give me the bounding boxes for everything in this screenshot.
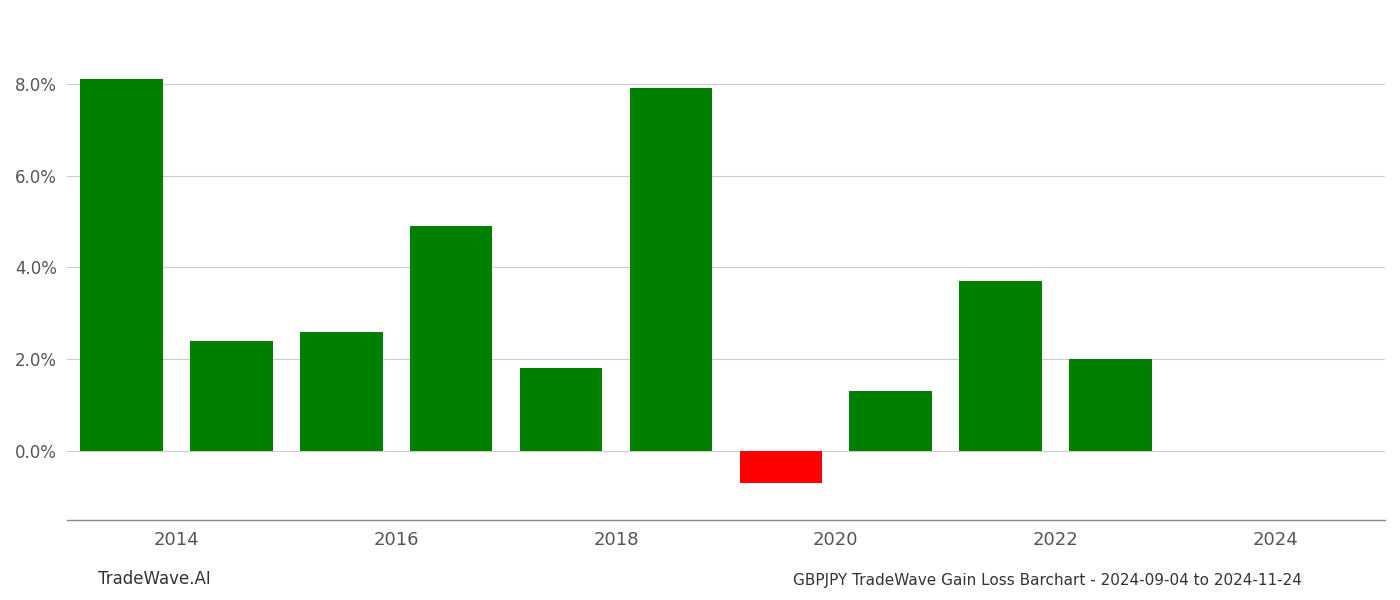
Bar [519, 368, 602, 451]
Bar [300, 332, 382, 451]
Text: GBPJPY TradeWave Gain Loss Barchart - 2024-09-04 to 2024-11-24: GBPJPY TradeWave Gain Loss Barchart - 20… [794, 573, 1302, 588]
Bar [190, 341, 273, 451]
Bar [1070, 359, 1152, 451]
Bar [739, 451, 822, 483]
Bar [410, 226, 493, 451]
Bar [959, 281, 1042, 451]
Bar [630, 88, 713, 451]
Text: TradeWave.AI: TradeWave.AI [98, 570, 211, 588]
Bar [80, 79, 162, 451]
Bar [850, 391, 932, 451]
